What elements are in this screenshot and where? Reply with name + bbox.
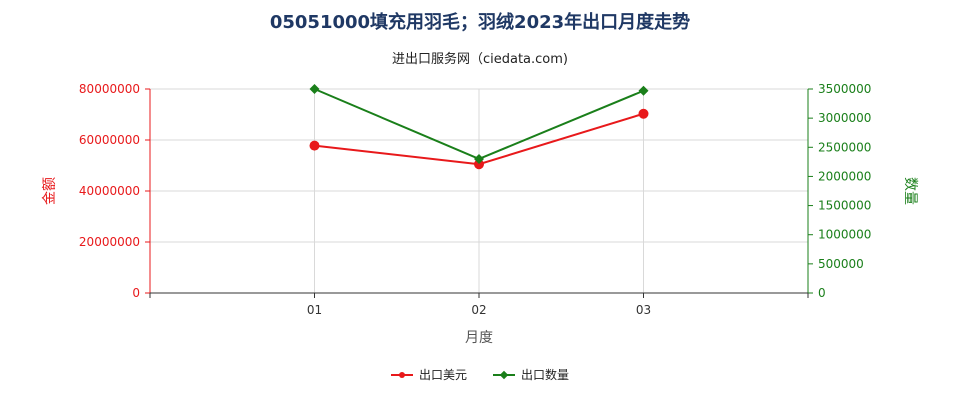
- y-tick-label-left: 20000000: [79, 235, 140, 249]
- data-point-series-1: [309, 140, 320, 151]
- y-tick-label-right: 1500000: [818, 199, 871, 213]
- legend-item-export-usd[interactable]: 出口美元: [390, 366, 467, 383]
- legend-label-export-quantity: 出口数量: [521, 368, 570, 382]
- y-tick-label-left: 80000000: [79, 82, 140, 96]
- legend-item-export-quantity[interactable]: 出口数量: [493, 366, 569, 383]
- x-axis-title: 月度: [465, 330, 493, 346]
- y-tick-label-right: 3000000: [818, 111, 871, 125]
- data-point-series-2: [638, 85, 649, 96]
- data-point-series-1: [638, 108, 649, 119]
- chart-subtitle: 进出口服务网（ciedata.com): [391, 52, 568, 67]
- y-axis-title-right: 数量: [902, 177, 918, 205]
- y-tick-label-left: 0: [132, 286, 140, 300]
- x-tick-label: 03: [636, 303, 651, 317]
- legend-label-export-usd: 出口美元: [418, 368, 467, 382]
- y-tick-label-left: 60000000: [79, 133, 140, 147]
- y-tick-label-right: 2500000: [818, 140, 871, 154]
- chart-title: 05051000填充用羽毛；羽绒2023年出口月度走势: [269, 12, 691, 33]
- legend-swatch-export-quantity: [493, 370, 515, 379]
- legend-swatch-export-usd: [390, 371, 413, 378]
- y-tick-label-right: 2000000: [818, 169, 871, 183]
- data-point-series-2: [474, 153, 484, 164]
- x-tick-label: 02: [471, 303, 486, 317]
- y-tick-label-right: 1000000: [818, 228, 871, 242]
- data-point-series-2: [309, 84, 320, 94]
- y-tick-label-left: 40000000: [79, 184, 140, 198]
- y-axis-title-left: 金额: [42, 177, 58, 205]
- y-tick-label-right: 500000: [818, 257, 864, 271]
- legend: 出口美元 出口数量: [0, 366, 960, 383]
- x-tick-label: 01: [307, 303, 322, 317]
- y-tick-label-right: 3500000: [818, 82, 871, 96]
- data-point-series-1: [474, 159, 484, 170]
- y-tick-label-right: 0: [818, 286, 826, 300]
